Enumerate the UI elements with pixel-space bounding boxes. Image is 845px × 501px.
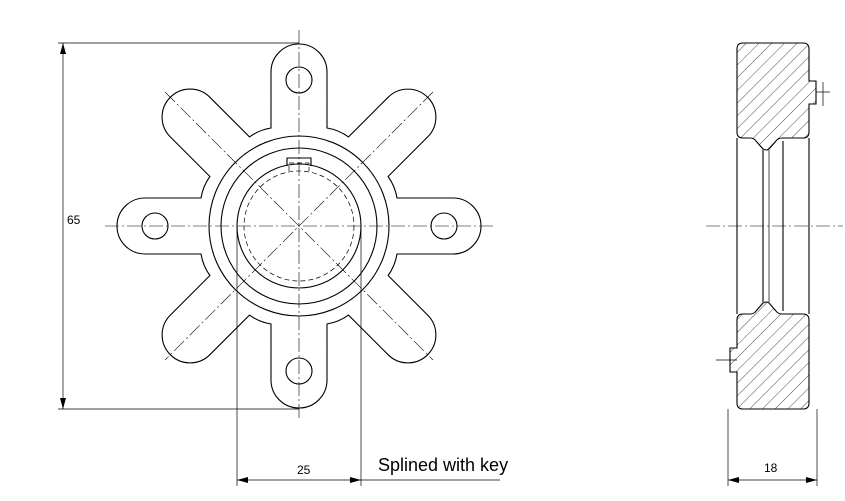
bolt-hole-top — [285, 66, 313, 94]
diagonal-centerline-2 — [164, 91, 434, 361]
side-section-view — [706, 42, 843, 410]
section-hatch-bottom — [729, 301, 810, 410]
inner-hub-circle — [220, 147, 378, 305]
spline-root-hidden-circle — [243, 170, 355, 282]
keyway — [286, 157, 312, 166]
dimension-18-label: 18 — [764, 461, 778, 475]
spline-note: Splined with key — [378, 455, 508, 475]
front-view — [105, 30, 495, 420]
outer-hub-circle — [208, 135, 390, 317]
dimension-overall-height: 65 — [58, 42, 299, 410]
star-coupling-outline — [116, 43, 482, 409]
star-lobes-path — [116, 43, 482, 409]
bolt-hole-bottom — [285, 357, 313, 385]
keyway-hidden — [288, 162, 310, 171]
dimension-25-label: 25 — [297, 463, 311, 477]
section-hatch-top — [736, 42, 817, 151]
dimension-65-label: 65 — [67, 213, 81, 227]
bolt-hole-left — [141, 212, 169, 240]
dimension-thickness: 18 — [727, 409, 818, 486]
bolt-hole-right — [430, 212, 458, 240]
dimension-spline-width: 25 Splined with key — [236, 226, 508, 486]
